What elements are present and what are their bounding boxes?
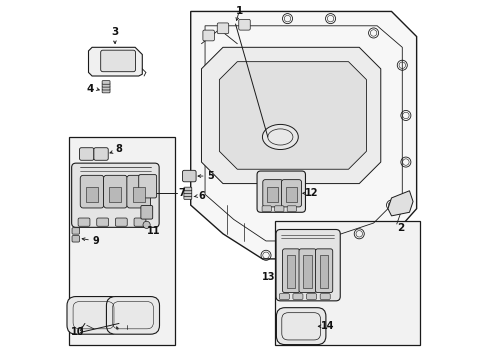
FancyBboxPatch shape xyxy=(315,249,332,293)
FancyBboxPatch shape xyxy=(102,89,110,93)
FancyBboxPatch shape xyxy=(72,235,80,242)
FancyBboxPatch shape xyxy=(102,81,110,84)
Bar xyxy=(319,255,328,288)
FancyBboxPatch shape xyxy=(115,218,127,226)
Text: 11: 11 xyxy=(147,226,160,236)
Polygon shape xyxy=(201,47,380,184)
FancyBboxPatch shape xyxy=(102,84,110,87)
FancyBboxPatch shape xyxy=(97,218,108,226)
FancyBboxPatch shape xyxy=(238,19,250,30)
FancyBboxPatch shape xyxy=(78,218,90,226)
Text: 5: 5 xyxy=(206,171,213,181)
Text: 13: 13 xyxy=(262,272,275,282)
FancyBboxPatch shape xyxy=(126,175,150,208)
FancyBboxPatch shape xyxy=(262,206,271,212)
FancyBboxPatch shape xyxy=(67,297,120,334)
Ellipse shape xyxy=(262,125,298,149)
FancyBboxPatch shape xyxy=(183,190,191,194)
Text: 10: 10 xyxy=(70,327,84,337)
FancyBboxPatch shape xyxy=(134,218,145,226)
Text: 6: 6 xyxy=(198,191,204,201)
FancyBboxPatch shape xyxy=(217,23,228,34)
Bar xyxy=(274,221,419,345)
FancyBboxPatch shape xyxy=(182,170,196,182)
Text: 8: 8 xyxy=(115,144,122,154)
FancyBboxPatch shape xyxy=(102,86,110,90)
FancyBboxPatch shape xyxy=(276,229,340,301)
Text: 7: 7 xyxy=(178,188,184,198)
Text: 4: 4 xyxy=(86,84,94,94)
Bar xyxy=(132,187,144,202)
FancyBboxPatch shape xyxy=(274,206,284,212)
FancyBboxPatch shape xyxy=(298,249,316,293)
FancyBboxPatch shape xyxy=(72,163,159,227)
Bar xyxy=(285,187,296,202)
FancyBboxPatch shape xyxy=(286,206,296,212)
Bar xyxy=(303,255,311,288)
FancyBboxPatch shape xyxy=(276,308,325,345)
Polygon shape xyxy=(219,62,366,169)
FancyBboxPatch shape xyxy=(282,249,299,293)
Text: 3: 3 xyxy=(111,27,118,37)
FancyBboxPatch shape xyxy=(183,196,191,199)
FancyBboxPatch shape xyxy=(279,294,289,300)
Bar xyxy=(86,187,98,202)
Bar xyxy=(286,255,295,288)
Bar xyxy=(267,187,278,202)
FancyBboxPatch shape xyxy=(183,187,191,191)
FancyBboxPatch shape xyxy=(101,50,135,72)
FancyBboxPatch shape xyxy=(80,175,104,208)
Bar xyxy=(109,187,121,202)
FancyBboxPatch shape xyxy=(203,30,214,41)
Polygon shape xyxy=(387,191,412,216)
Text: 1: 1 xyxy=(235,6,242,16)
Text: 14: 14 xyxy=(320,321,333,331)
FancyBboxPatch shape xyxy=(281,180,301,207)
FancyBboxPatch shape xyxy=(139,175,156,198)
FancyBboxPatch shape xyxy=(72,228,80,234)
Circle shape xyxy=(142,221,150,228)
FancyBboxPatch shape xyxy=(106,297,159,334)
FancyBboxPatch shape xyxy=(103,175,127,208)
FancyBboxPatch shape xyxy=(94,148,108,160)
FancyBboxPatch shape xyxy=(257,171,305,212)
FancyBboxPatch shape xyxy=(80,148,94,160)
FancyBboxPatch shape xyxy=(141,206,152,219)
FancyBboxPatch shape xyxy=(183,193,191,197)
FancyBboxPatch shape xyxy=(320,294,329,300)
Polygon shape xyxy=(190,12,416,259)
Text: 2: 2 xyxy=(396,224,404,233)
FancyBboxPatch shape xyxy=(262,180,282,207)
Bar xyxy=(69,137,175,345)
FancyBboxPatch shape xyxy=(292,294,303,300)
Text: 12: 12 xyxy=(304,188,318,198)
Text: 9: 9 xyxy=(92,236,99,246)
FancyBboxPatch shape xyxy=(306,294,316,300)
Polygon shape xyxy=(88,47,142,76)
